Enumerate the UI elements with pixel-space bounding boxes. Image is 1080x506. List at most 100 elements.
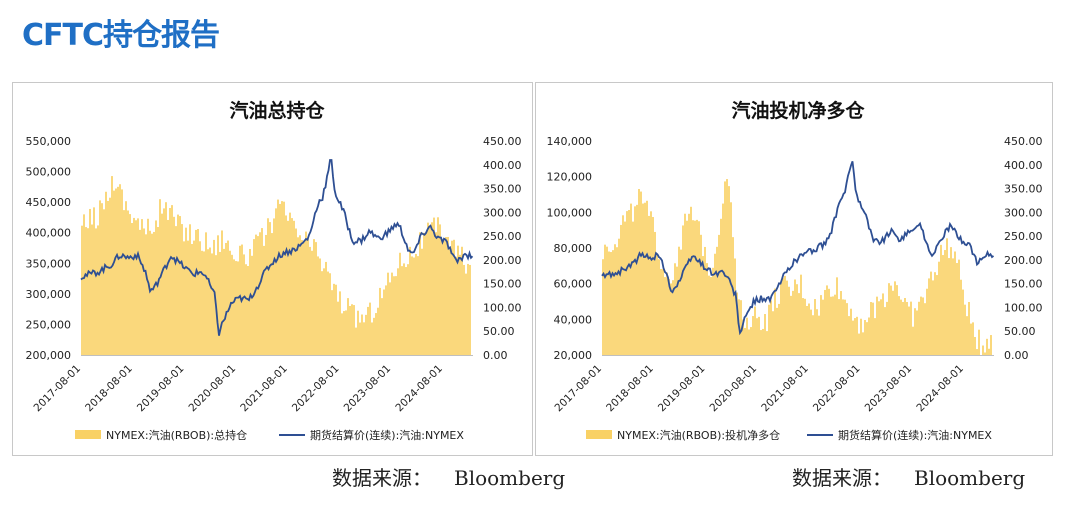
bar-mark [191, 243, 193, 355]
bar-mark [157, 227, 159, 355]
bar-mark [327, 271, 329, 355]
bar-mark [251, 255, 253, 355]
bar-mark [636, 204, 638, 355]
bar-mark [968, 302, 970, 355]
bar-mark [782, 277, 784, 355]
bar-mark [920, 296, 922, 355]
bar-mark [876, 296, 878, 355]
bar-mark [618, 238, 620, 355]
bar-mark [604, 244, 606, 355]
bar-mark [375, 313, 377, 355]
bar-mark [724, 181, 726, 355]
x-axis-tick-label: 2017-08-01 [31, 363, 83, 415]
bar-mark [748, 329, 750, 355]
bar-mark [419, 232, 421, 355]
bar-mark [984, 352, 986, 355]
bar-mark [439, 224, 441, 355]
bar-mark [832, 296, 834, 355]
bar-mark [732, 237, 734, 355]
bar-mark [840, 291, 842, 355]
bar-mark [910, 301, 912, 355]
bar-mark [231, 254, 233, 355]
bar-mark [794, 279, 796, 355]
bar-mark [185, 227, 187, 355]
bar-mark [99, 200, 101, 355]
bar-mark [451, 240, 453, 355]
bar-mark [754, 306, 756, 355]
bar-mark [147, 218, 149, 355]
bar-mark [357, 310, 359, 355]
bar-mark [385, 285, 387, 355]
bar-mark [225, 242, 227, 355]
bar-mark [766, 331, 768, 355]
bar-mark [405, 267, 407, 355]
bar-mark [265, 234, 267, 355]
chart-net-long: 汽油投机净多仓 20,000 40,000 60,000 80,000 100,000 12… [547, 99, 1043, 442]
bar-mark [730, 202, 732, 355]
bar-mark [125, 201, 127, 355]
bar-mark [834, 294, 836, 355]
bar-mark [612, 250, 614, 355]
bar-mark [674, 263, 676, 355]
x-axis-tick-label: 2024-08-01 [914, 363, 966, 415]
x-axis-tick-label: 2018-08-01 [604, 363, 656, 415]
bar-mark [924, 303, 926, 355]
bar-mark [688, 213, 690, 355]
bar-mark [798, 293, 800, 355]
right-axis-tick-label: 200.00 [483, 254, 522, 267]
bar-mark [193, 240, 195, 355]
bar-mark [640, 191, 642, 355]
bar-mark [800, 274, 802, 355]
bar-mark [131, 223, 133, 355]
bar-mark [297, 237, 299, 355]
bar-mark [441, 239, 443, 355]
bar-mark [942, 255, 944, 355]
bar-mark [602, 259, 604, 355]
bar-mark [367, 306, 369, 355]
bar-mark [133, 217, 135, 355]
source-note-left: 数据来源： Bloomberg [332, 462, 565, 491]
bar-mark [938, 261, 940, 355]
bar-mark [361, 314, 363, 355]
bar-mark [291, 218, 293, 355]
bar-mark [820, 295, 822, 355]
bar-mark [850, 308, 852, 355]
bar-mark [137, 218, 139, 355]
bar-mark [900, 299, 902, 355]
bar-mark [197, 229, 199, 355]
bar-mark [710, 277, 712, 355]
bar-mark [317, 256, 319, 355]
bar-mark [926, 288, 928, 355]
bar-mark [201, 250, 203, 355]
bar-mark [89, 208, 91, 355]
bar-mark [630, 203, 632, 355]
x-axis-tick-label: 2022-08-01 [290, 363, 342, 415]
bar-mark [658, 259, 660, 355]
bar-mark [123, 210, 125, 355]
bar-mark [295, 228, 297, 355]
left-axis-tick-label: 250,000 [26, 318, 72, 331]
bar-mark [255, 234, 257, 355]
bar-mark [177, 214, 179, 355]
bar-mark [421, 248, 423, 355]
bar-mark [401, 266, 403, 355]
bar-mark [307, 238, 309, 355]
bar-mark [417, 256, 419, 355]
bar-mark [87, 228, 89, 355]
bar-mark [383, 289, 385, 355]
bar-mark [413, 257, 415, 355]
x-axis-tick-label: 2022-08-01 [811, 363, 863, 415]
bar-mark [155, 220, 157, 355]
bar-mark [632, 221, 634, 355]
bar-mark [836, 277, 838, 355]
bar-mark [848, 316, 850, 355]
bar-mark [381, 298, 383, 355]
bar-mark [341, 313, 343, 355]
right-axis-tick-label: 250.00 [1004, 230, 1043, 243]
x-axis-tick-label: 2021-08-01 [759, 363, 811, 415]
bar-mark [207, 249, 209, 355]
bar-mark [966, 316, 968, 355]
bar-mark [932, 280, 934, 355]
bar-mark [333, 283, 335, 355]
source-label: 数据来源： [332, 466, 432, 490]
